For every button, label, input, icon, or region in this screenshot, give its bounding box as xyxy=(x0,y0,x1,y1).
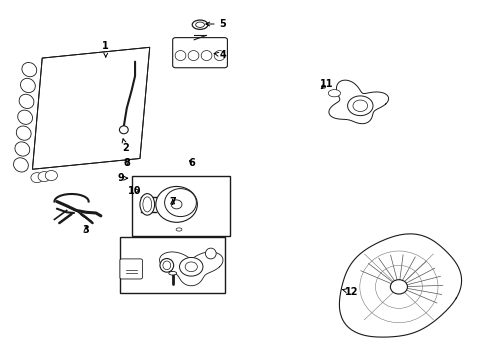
Ellipse shape xyxy=(214,50,225,60)
Ellipse shape xyxy=(143,197,152,212)
Text: 11: 11 xyxy=(320,79,334,89)
Ellipse shape xyxy=(192,20,208,30)
Polygon shape xyxy=(340,234,462,337)
Ellipse shape xyxy=(176,228,182,231)
Text: 8: 8 xyxy=(123,158,130,168)
Text: 5: 5 xyxy=(206,19,226,29)
Text: 9: 9 xyxy=(117,173,127,183)
Ellipse shape xyxy=(160,258,173,272)
Text: 3: 3 xyxy=(83,225,90,235)
Text: 7: 7 xyxy=(170,197,176,207)
Ellipse shape xyxy=(171,200,182,209)
Ellipse shape xyxy=(14,158,28,172)
Text: 6: 6 xyxy=(189,158,196,168)
Bar xyxy=(132,176,230,235)
Ellipse shape xyxy=(347,96,373,116)
Ellipse shape xyxy=(140,194,155,215)
Ellipse shape xyxy=(169,271,176,275)
Bar xyxy=(121,237,225,293)
Text: 1: 1 xyxy=(102,41,109,57)
Polygon shape xyxy=(159,252,223,286)
Ellipse shape xyxy=(165,189,196,217)
Ellipse shape xyxy=(18,110,32,124)
Ellipse shape xyxy=(201,50,212,60)
Polygon shape xyxy=(329,80,389,124)
Ellipse shape xyxy=(391,280,408,294)
Ellipse shape xyxy=(15,142,30,156)
Ellipse shape xyxy=(163,261,171,270)
Ellipse shape xyxy=(156,186,197,222)
Ellipse shape xyxy=(16,126,31,140)
Ellipse shape xyxy=(196,22,204,27)
Ellipse shape xyxy=(175,50,186,60)
Ellipse shape xyxy=(353,100,368,112)
Ellipse shape xyxy=(188,50,199,60)
Ellipse shape xyxy=(45,171,57,180)
Ellipse shape xyxy=(19,94,34,108)
FancyBboxPatch shape xyxy=(120,259,143,279)
Ellipse shape xyxy=(21,78,35,93)
FancyBboxPatch shape xyxy=(172,38,227,68)
Text: 12: 12 xyxy=(342,287,358,297)
Ellipse shape xyxy=(38,172,50,181)
Ellipse shape xyxy=(120,126,128,134)
Text: 2: 2 xyxy=(122,139,129,153)
Ellipse shape xyxy=(328,90,341,97)
Text: 4: 4 xyxy=(214,50,226,60)
Polygon shape xyxy=(32,47,150,169)
Ellipse shape xyxy=(179,257,203,276)
Ellipse shape xyxy=(31,173,43,183)
Ellipse shape xyxy=(22,63,37,77)
Text: 10: 10 xyxy=(128,186,142,196)
Ellipse shape xyxy=(185,262,197,272)
Ellipse shape xyxy=(205,248,216,259)
